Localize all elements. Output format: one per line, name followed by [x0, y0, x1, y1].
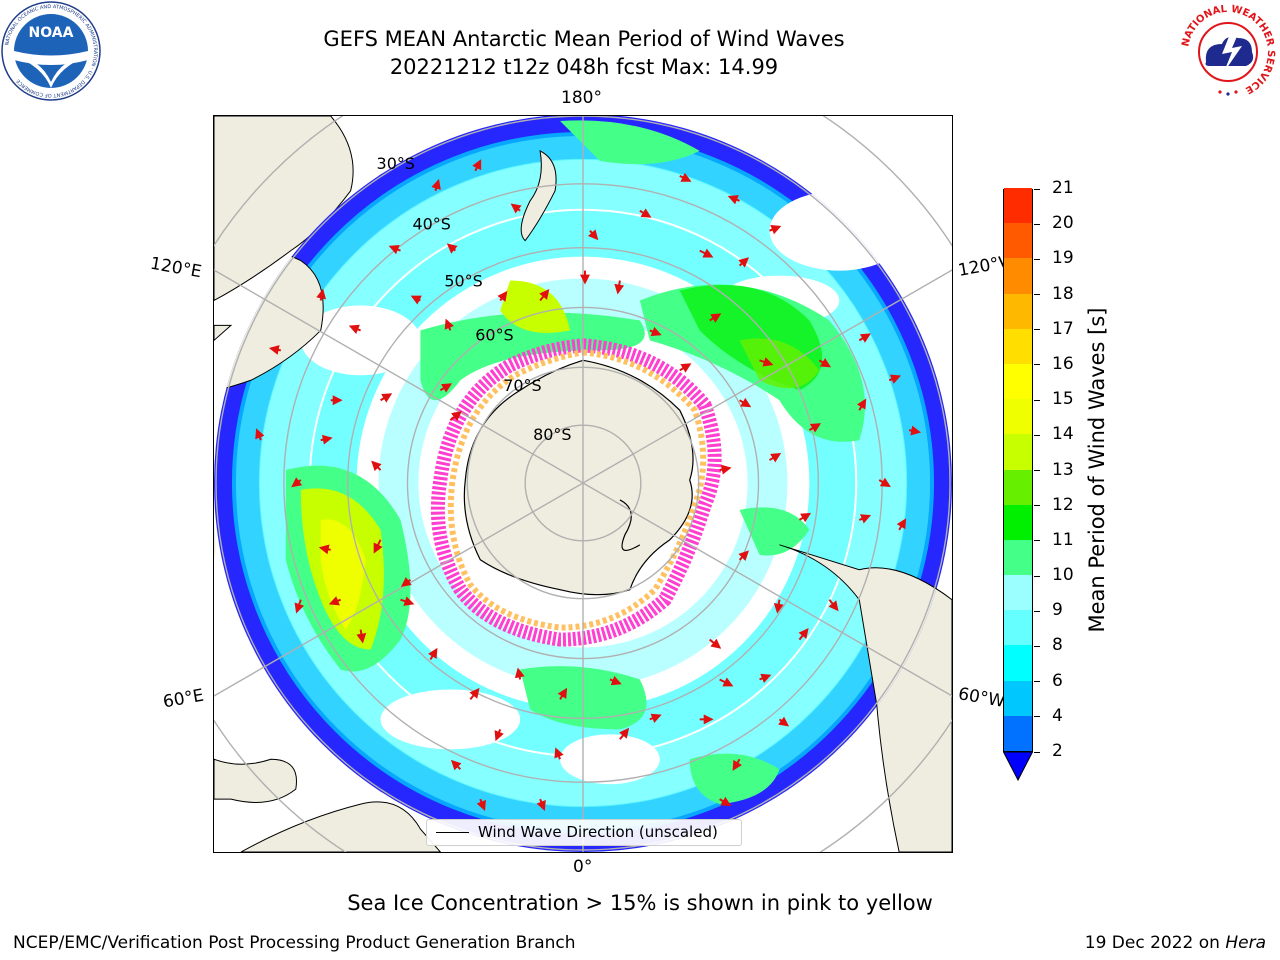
colorbar [1003, 187, 1033, 752]
colorbar-tick-label: 4 [1052, 705, 1063, 726]
colorbar-tick-label: 14 [1052, 424, 1074, 445]
colorbar-tick-label: 2 [1052, 741, 1063, 761]
lon-label-left-lower: 60°E [161, 685, 206, 713]
colorbar-tick-label: 19 [1052, 248, 1074, 269]
colorbar-tick-mark [1034, 716, 1040, 718]
map-canvas: 30°S 40°S 50°S 60°S 70°S 80°S [214, 116, 952, 852]
colorbar-tick-label: 9 [1052, 600, 1063, 621]
lat-label-80: 80°S [533, 425, 571, 444]
legend-label: Wind Wave Direction (unscaled) [478, 823, 718, 841]
lat-label-40: 40°S [412, 215, 450, 234]
colorbar-tick-mark [1034, 258, 1040, 260]
lat-label-70: 70°S [503, 376, 541, 395]
colorbar-tick-mark [1034, 434, 1040, 436]
lat-label-50: 50°S [444, 272, 482, 291]
map-legend: Wind Wave Direction (unscaled) [426, 819, 742, 846]
colorbar-tick-mark [1034, 223, 1040, 225]
lon-label-top: 180° [561, 88, 602, 108]
lat-label-30: 30°S [377, 154, 415, 173]
lat-label-60: 60°S [475, 325, 513, 344]
colorbar-tick-label: 16 [1052, 353, 1074, 374]
lat-labels: 30°S 40°S 50°S 60°S 70°S 80°S [377, 154, 572, 444]
colorbar-segment [1004, 680, 1032, 716]
lon-label-left-upper: 120°E [148, 253, 204, 283]
legend-line-sample [436, 832, 469, 834]
footer-credit: NCEP/EMC/Verification Post Processing Pr… [13, 933, 576, 953]
footer-date: 19 Dec 2022 on Hera [1085, 933, 1266, 953]
colorbar-segment [1004, 398, 1032, 435]
sea-ice-note: Sea Ice Concentration > 15% is shown in … [347, 891, 933, 915]
colorbar-tick-mark [1034, 329, 1040, 331]
colorbar-segment [1004, 187, 1032, 224]
colorbar-tick-mark [1034, 751, 1040, 753]
colorbar-tick-mark [1034, 575, 1040, 577]
noaa-logo: NOAA NATIONAL OCEANIC AND ATMOSPHERIC AD… [1, 1, 101, 101]
lon-label-bottom: 0° [573, 857, 593, 877]
colorbar-tick-label: 6 [1052, 670, 1063, 691]
colorbar-tick-mark [1034, 540, 1040, 542]
colorbar-tick-label: 18 [1052, 283, 1074, 304]
footer-date-text: 19 Dec 2022 on [1084, 933, 1226, 953]
lon-label-right-lower: 60°W [956, 684, 1007, 712]
colorbar-tick-mark [1034, 294, 1040, 296]
colorbar-tick-label: 12 [1052, 494, 1074, 515]
chart-subtitle: 20221212 t12z 048h fcst Max: 14.99 [389, 55, 779, 79]
colorbar-tick-mark [1034, 610, 1040, 612]
colorbar-tick-label: 13 [1052, 459, 1074, 480]
colorbar-tick-label: 20 [1052, 213, 1074, 234]
map-panel: 30°S 40°S 50°S 60°S 70°S 80°S [213, 115, 953, 853]
colorbar-segment [1004, 609, 1032, 646]
colorbar-tick-mark [1034, 188, 1040, 190]
colorbar-tick-label: 21 [1052, 178, 1074, 198]
colorbar-tick-mark [1034, 681, 1040, 683]
colorbar-segment [1004, 539, 1032, 576]
colorbar-tick-label: 17 [1052, 318, 1074, 339]
colorbar-tick-label: 10 [1052, 565, 1074, 586]
colorbar-segment [1004, 504, 1032, 540]
wave-direction-arrows [255, 159, 922, 811]
colorbar-segment [1004, 293, 1032, 329]
colorbar-tick-label: 15 [1052, 389, 1074, 410]
colorbar-segment [1004, 469, 1032, 505]
footer-host: Hera [1225, 933, 1266, 953]
colorbar-segment [1004, 433, 1032, 470]
colorbar-tick-label: 8 [1052, 635, 1063, 656]
noaa-logo-text: NOAA [29, 25, 74, 41]
colorbar-segment [1004, 363, 1032, 400]
colorbar-extend-triangle [1003, 752, 1033, 782]
colorbar-tick-mark [1034, 470, 1040, 471]
colorbar-label: Mean Period of Wind Waves [s] [1085, 307, 1109, 633]
colorbar-tick-mark [1034, 364, 1040, 366]
colorbar-segment [1004, 328, 1032, 364]
colorbar-segment [1004, 222, 1032, 259]
colorbar-segment [1004, 257, 1032, 294]
chart-title: GEFS MEAN Antarctic Mean Period of Wind … [323, 27, 845, 51]
colorbar-tick-mark [1034, 399, 1040, 401]
colorbar-segment [1004, 574, 1032, 611]
colorbar-tick-mark [1034, 645, 1040, 647]
colorbar-tick-mark [1034, 505, 1040, 507]
colorbar-segment [1004, 644, 1032, 681]
colorbar-segment [1004, 715, 1032, 751]
nws-logo: NATIONAL WEATHER SERVICE [1179, 3, 1277, 101]
colorbar-tick-label: 11 [1052, 529, 1074, 550]
